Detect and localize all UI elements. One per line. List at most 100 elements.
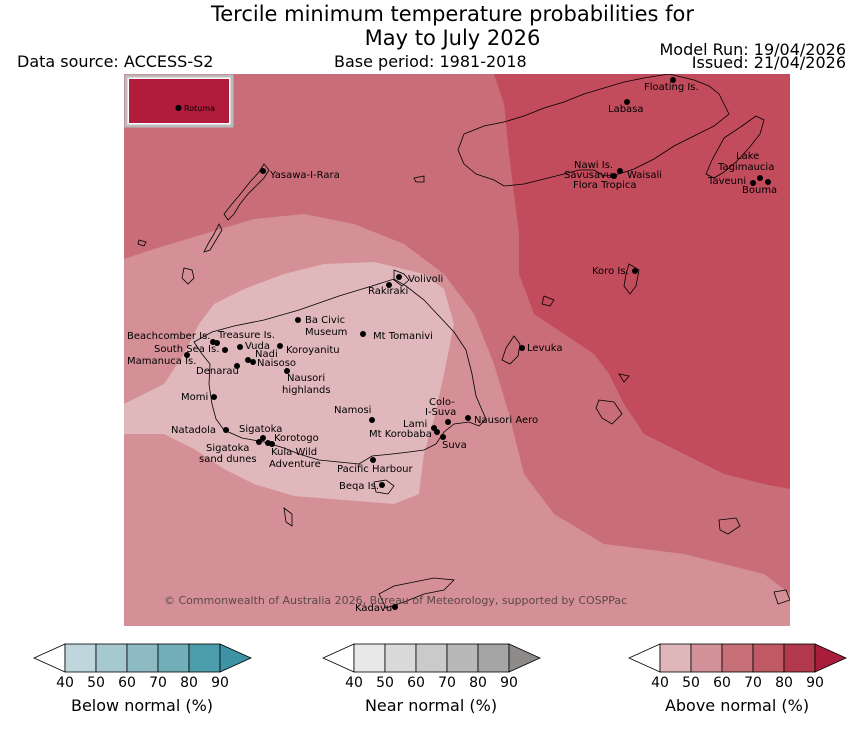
dot-taveuni bbox=[750, 180, 756, 186]
below-cell-40 bbox=[64, 643, 97, 673]
near-cell-90 bbox=[508, 643, 541, 673]
colorbars bbox=[33, 643, 847, 673]
dot-suva bbox=[440, 434, 446, 440]
below-tick-90: 90 bbox=[211, 675, 229, 691]
issued-date: Issued: 21/04/2026 bbox=[691, 53, 846, 72]
dot-nausori-highlands bbox=[284, 368, 290, 374]
label-waisali: Waisali bbox=[627, 170, 663, 181]
below-tick-50: 50 bbox=[87, 675, 105, 691]
model-run: Model Run: 19/04/2026 bbox=[659, 40, 847, 59]
label-levuka: Levuka bbox=[527, 343, 563, 354]
dot-savusavu bbox=[611, 173, 617, 179]
above-tick-80: 80 bbox=[775, 675, 793, 691]
label-bouma: Bouma bbox=[742, 185, 778, 196]
coast-vanua-levu bbox=[457, 74, 730, 187]
coast-beqa bbox=[373, 479, 395, 495]
near-cell-40 bbox=[353, 643, 386, 673]
label-beqa: Beqa Is. bbox=[339, 481, 380, 492]
label-kula-1: Kula Wild bbox=[271, 447, 318, 458]
below-cell-60 bbox=[126, 643, 159, 673]
dot-south-sea bbox=[222, 347, 228, 353]
label-south-sea: South Sea Is. bbox=[154, 344, 220, 355]
label-colo-2: I-Suva bbox=[425, 407, 457, 418]
above-tick-60: 60 bbox=[713, 675, 731, 691]
label-ba-civic-2: Museum bbox=[305, 327, 348, 338]
label-kadavu: Kadavu bbox=[355, 603, 393, 614]
map-panel bbox=[124, 74, 790, 626]
below-cell-50 bbox=[95, 643, 128, 673]
above-tick-70: 70 bbox=[744, 675, 762, 691]
dot-bouma bbox=[765, 179, 771, 185]
label-labasa: Labasa bbox=[608, 104, 644, 115]
dot-yasawa bbox=[260, 168, 266, 174]
below-normal-label: Below normal (%) bbox=[70, 696, 214, 715]
label-taveuni: Taveuni bbox=[708, 176, 747, 187]
label-nawi: Nawi Is. bbox=[574, 160, 614, 171]
label-sigatoka-dunes-1: Sigatoka bbox=[206, 443, 250, 454]
dot-beqa bbox=[379, 482, 385, 488]
below-cell-90 bbox=[219, 643, 252, 673]
above-cell-90 bbox=[814, 643, 847, 673]
band-40-50 bbox=[124, 262, 454, 504]
above-cell-80 bbox=[783, 643, 816, 673]
dot-nawi bbox=[617, 168, 623, 174]
below-tick-60: 60 bbox=[118, 675, 136, 691]
below-cell-80 bbox=[188, 643, 221, 673]
label-sigatoka-dunes-2: sand dunes bbox=[199, 454, 257, 465]
label-lami: Lami bbox=[403, 419, 428, 430]
dot-momi bbox=[211, 394, 217, 400]
near-cell-80 bbox=[477, 643, 510, 673]
dot-pacific-harbour bbox=[370, 457, 376, 463]
band-70-80 bbox=[494, 74, 790, 489]
above-normal-label: Above normal (%) bbox=[664, 696, 810, 715]
near-tick-80: 80 bbox=[469, 675, 487, 691]
label-pacific-harbour: Pacific Harbour bbox=[337, 464, 413, 475]
dot-ba-civic bbox=[295, 317, 301, 323]
inset-rotuma-label: Rotuma bbox=[184, 104, 215, 113]
above-tick-90: 90 bbox=[806, 675, 824, 691]
coastlines bbox=[137, 74, 790, 609]
near-tick-40: 40 bbox=[345, 675, 363, 691]
label-koro: Koro Is. bbox=[592, 266, 629, 277]
label-natadola: Natadola bbox=[171, 425, 217, 436]
label-treasure: Treasure Is. bbox=[218, 330, 275, 341]
dot-colo-i-suva bbox=[445, 419, 451, 425]
label-denarau: Denarau bbox=[196, 366, 239, 377]
colorbar-above-normal bbox=[628, 643, 847, 673]
above-low-arrow bbox=[628, 643, 661, 673]
dot-floating-is bbox=[670, 77, 676, 83]
label-savusavu: Savusavu bbox=[564, 170, 613, 181]
coast-koro bbox=[623, 263, 640, 295]
coast-ovalau bbox=[501, 335, 521, 365]
label-namosi: Namosi bbox=[334, 405, 372, 416]
data-source: Data source: ACCESS-S2 bbox=[17, 52, 214, 71]
below-cell-70 bbox=[157, 643, 190, 673]
coast-yasawa bbox=[223, 163, 270, 221]
dot-natadola bbox=[223, 427, 229, 433]
below-tick-80: 80 bbox=[180, 675, 198, 691]
label-sigatoka: Sigatoka bbox=[239, 424, 283, 435]
dot-kula bbox=[269, 441, 275, 447]
near-cell-60 bbox=[415, 643, 448, 673]
below-low-arrow bbox=[33, 643, 66, 673]
label-rakiraki: Rakiraki bbox=[368, 286, 409, 297]
dot-levuka bbox=[519, 345, 525, 351]
dot-kadavu bbox=[392, 604, 398, 610]
above-cell-50 bbox=[690, 643, 723, 673]
colorbar-below-normal bbox=[33, 643, 252, 673]
label-koroyanitu: Koroyanitu bbox=[286, 345, 340, 356]
dot-namosi bbox=[369, 417, 375, 423]
dot-nadi bbox=[245, 357, 251, 363]
label-nausori-highlands-1: Nausori bbox=[287, 373, 326, 384]
near-low-arrow bbox=[322, 643, 355, 673]
near-tick-90: 90 bbox=[500, 675, 518, 691]
dot-lake-tagimaucia bbox=[757, 175, 763, 181]
above-cell-60 bbox=[721, 643, 754, 673]
label-suva: Suva bbox=[442, 440, 467, 451]
above-cell-40 bbox=[659, 643, 692, 673]
coast-taveuni bbox=[705, 115, 765, 179]
inset-map bbox=[129, 79, 229, 123]
dot-sigatoka-dunes bbox=[256, 439, 262, 445]
dot-koro bbox=[632, 268, 638, 274]
below-tick-40: 40 bbox=[56, 675, 74, 691]
